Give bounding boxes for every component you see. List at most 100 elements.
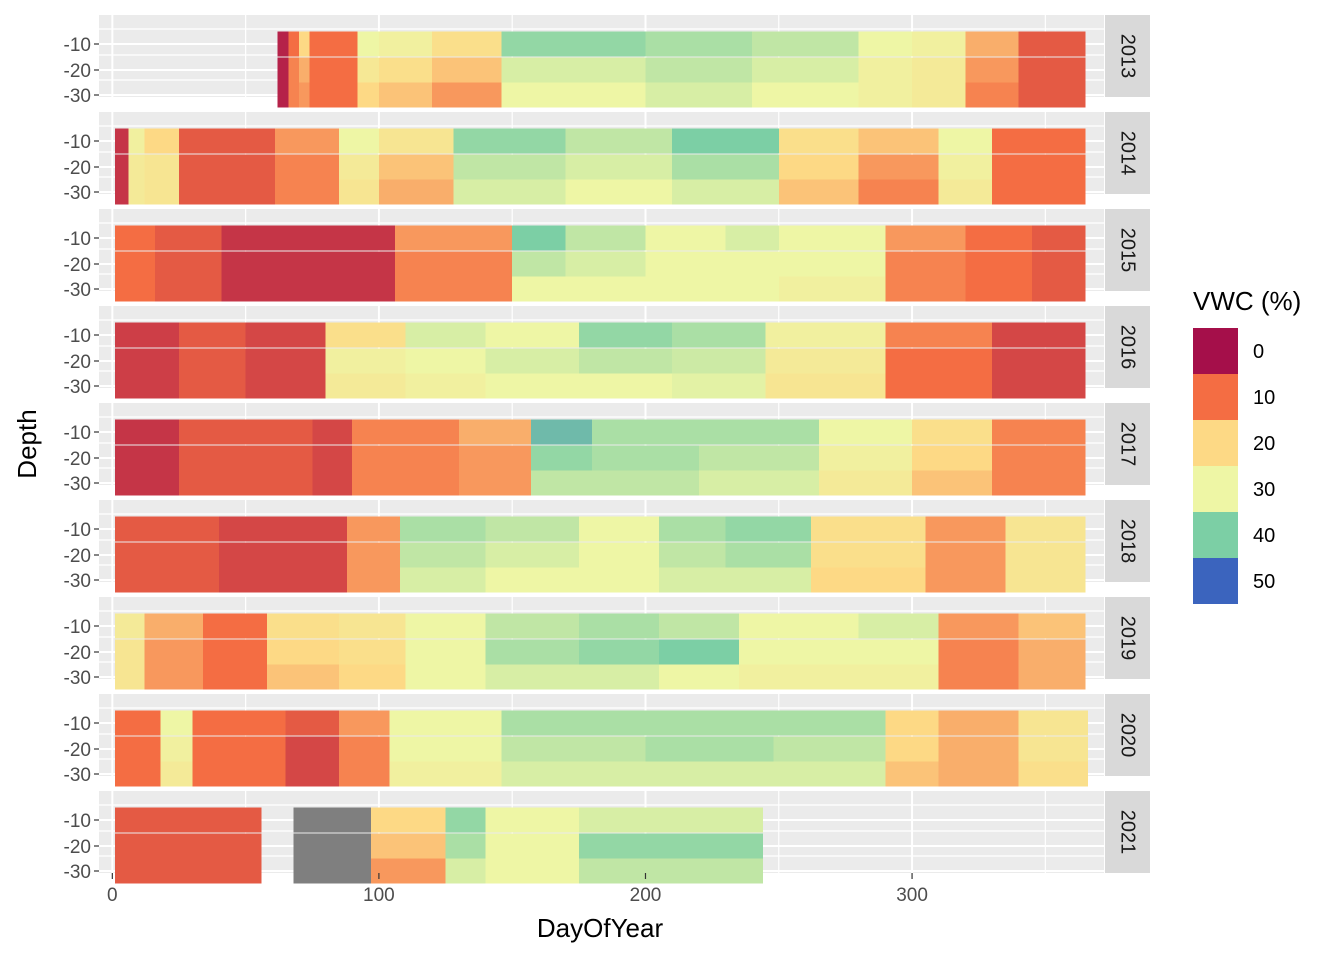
heat-tile [128, 128, 145, 154]
heat-tile [1018, 736, 1089, 762]
heat-tile [192, 761, 286, 787]
y-tick-label: -30 [64, 765, 91, 786]
heat-tile [501, 57, 646, 83]
heat-tile [288, 82, 299, 108]
facet-strip-label: 2021 [1117, 810, 1139, 855]
heat-tile [965, 251, 1033, 277]
heat-tile [445, 807, 486, 833]
y-tick-label: -30 [64, 474, 91, 495]
heat-tile [114, 419, 179, 445]
heat-tile [485, 639, 579, 665]
heat-tile [645, 710, 774, 736]
heat-tile [938, 736, 1019, 762]
heat-tile [221, 251, 395, 277]
legend-label: 50 [1253, 571, 1275, 593]
heat-tile [672, 373, 766, 399]
heat-tile [293, 807, 371, 833]
heat-tile [938, 128, 993, 154]
heat-tile [144, 664, 203, 690]
heat-tile [274, 128, 339, 154]
heat-tile [285, 761, 339, 787]
heat-tile [501, 31, 646, 57]
x-axis-label: DayOfYear [537, 913, 664, 943]
heat-tile [192, 736, 286, 762]
heat-tile [752, 57, 859, 83]
facet-strip [1105, 694, 1150, 776]
heat-tile [778, 154, 859, 180]
heat-tile [114, 736, 161, 762]
heat-tile [938, 639, 1019, 665]
heat-tile [778, 225, 886, 251]
heat-tile [912, 419, 993, 445]
heat-tile [658, 567, 726, 593]
heat-tile [352, 470, 459, 496]
legend-key [1193, 328, 1238, 374]
heat-tile [725, 225, 779, 251]
heat-tile [458, 470, 531, 496]
heat-tile [658, 516, 726, 542]
heat-tile [501, 761, 646, 787]
heat-tile [765, 348, 886, 374]
heat-tile [778, 251, 886, 277]
y-tick-label: -10 [64, 132, 91, 153]
heat-tile [144, 128, 179, 154]
heat-tile [992, 348, 1086, 374]
heat-tile [1018, 31, 1086, 57]
heat-tile [530, 470, 593, 496]
heat-tile [938, 664, 1019, 690]
heat-tile [338, 613, 406, 639]
y-axis-label: Depth [12, 409, 42, 478]
heat-tile [672, 348, 766, 374]
heat-tile [858, 154, 939, 180]
heat-tile [405, 348, 486, 374]
heat-tile [221, 225, 395, 251]
heat-tile [394, 276, 513, 302]
legend-key [1193, 420, 1238, 466]
heat-tile [338, 710, 390, 736]
heat-tile [485, 567, 579, 593]
heat-tile [352, 445, 459, 471]
heat-tile [512, 251, 566, 277]
heat-tile [578, 833, 763, 859]
legend-key [1193, 558, 1238, 604]
heat-tile [154, 251, 222, 277]
heat-tile [389, 710, 502, 736]
heat-tile [338, 179, 379, 205]
facet-strip-label: 2020 [1117, 713, 1139, 758]
heat-tile [144, 639, 203, 665]
y-tick-label: -30 [64, 862, 91, 883]
heat-tile [218, 542, 347, 568]
heat-tile [512, 276, 566, 302]
heat-tile [338, 128, 379, 154]
facet-panel-2014: -10 -20 -30 2014 [64, 112, 1150, 205]
heat-tile [858, 664, 939, 690]
heat-tile [178, 373, 246, 399]
heat-tile [672, 154, 779, 180]
y-tick-label: -30 [64, 668, 91, 689]
heat-tile [114, 516, 219, 542]
heat-tile [938, 179, 993, 205]
heat-tile [114, 128, 129, 154]
heat-tile [218, 516, 347, 542]
heat-tile [645, 31, 753, 57]
heat-tile [178, 419, 313, 445]
heat-tile [378, 31, 433, 57]
heat-tile [154, 225, 222, 251]
heat-tile [778, 128, 859, 154]
heat-tile [288, 57, 299, 83]
facet-strip-label: 2013 [1117, 34, 1139, 79]
heat-tile [578, 858, 763, 884]
legend-label: 40 [1253, 525, 1275, 547]
heat-tile [912, 445, 993, 471]
heat-tile [818, 445, 913, 471]
heat-tile [672, 179, 779, 205]
heat-tile [885, 322, 993, 348]
heat-tile [114, 179, 129, 205]
heat-tile [565, 251, 646, 277]
heat-tile [309, 31, 358, 57]
heat-tile [485, 322, 579, 348]
heat-tile [266, 613, 339, 639]
heat-tile [400, 567, 486, 593]
y-tick-label: -20 [64, 158, 91, 179]
heat-tile [992, 470, 1086, 496]
